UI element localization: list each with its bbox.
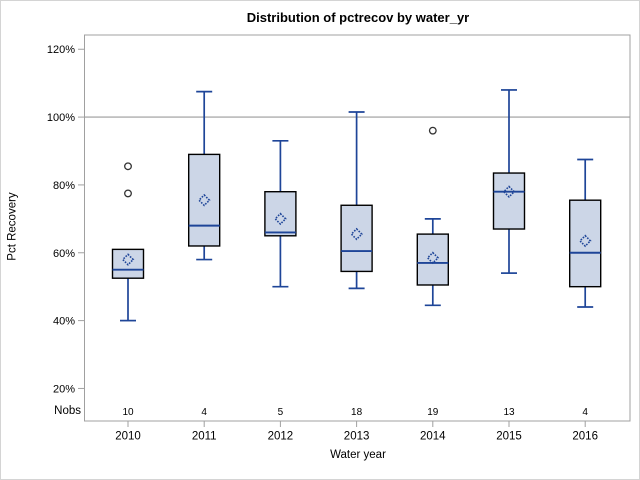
x-tick-label: 2011 [192, 431, 217, 443]
y-tick-label: 80% [53, 180, 75, 192]
mean-marker [578, 234, 592, 248]
box-2011 [187, 153, 221, 247]
box-2014 [416, 233, 449, 286]
nobs-value: 13 [503, 407, 515, 418]
outlier-point [124, 162, 132, 171]
nobs-value: 19 [427, 407, 439, 418]
nobs-value: 5 [278, 407, 284, 418]
nobs-row-label: Nobs [54, 405, 81, 417]
outlier-point [428, 126, 437, 135]
y-tick-label: 60% [53, 248, 75, 260]
outlier-point [124, 189, 132, 198]
y-tick-label: 40% [53, 316, 75, 328]
x-tick-label: 2015 [496, 431, 522, 443]
x-tick-label: 2016 [572, 431, 598, 443]
mean-marker [274, 212, 287, 226]
x-axis-label: Water year [330, 449, 386, 461]
y-tick-label: 120% [47, 44, 75, 56]
plot-frame [84, 34, 631, 422]
x-tick-label: 2012 [268, 431, 294, 443]
x-tick-label: 2010 [115, 431, 141, 443]
nobs-value: 18 [351, 407, 363, 418]
y-tick-label: 20% [53, 383, 75, 395]
mean-marker [197, 193, 211, 207]
box-2016 [569, 199, 602, 288]
mean-marker [350, 227, 363, 241]
box-2015 [492, 172, 526, 230]
nobs-value: 10 [122, 407, 134, 418]
x-tick-label: 2013 [344, 431, 370, 443]
x-tick-label: 2014 [420, 431, 446, 443]
mean-marker [121, 253, 135, 266]
nobs-value: 4 [582, 407, 588, 418]
y-tick-label: 100% [47, 112, 75, 124]
mean-marker [502, 185, 516, 199]
nobs-value: 4 [201, 407, 207, 418]
mean-marker [426, 251, 440, 265]
chart-title: Distribution of pctrecov by water_yr [246, 10, 470, 25]
